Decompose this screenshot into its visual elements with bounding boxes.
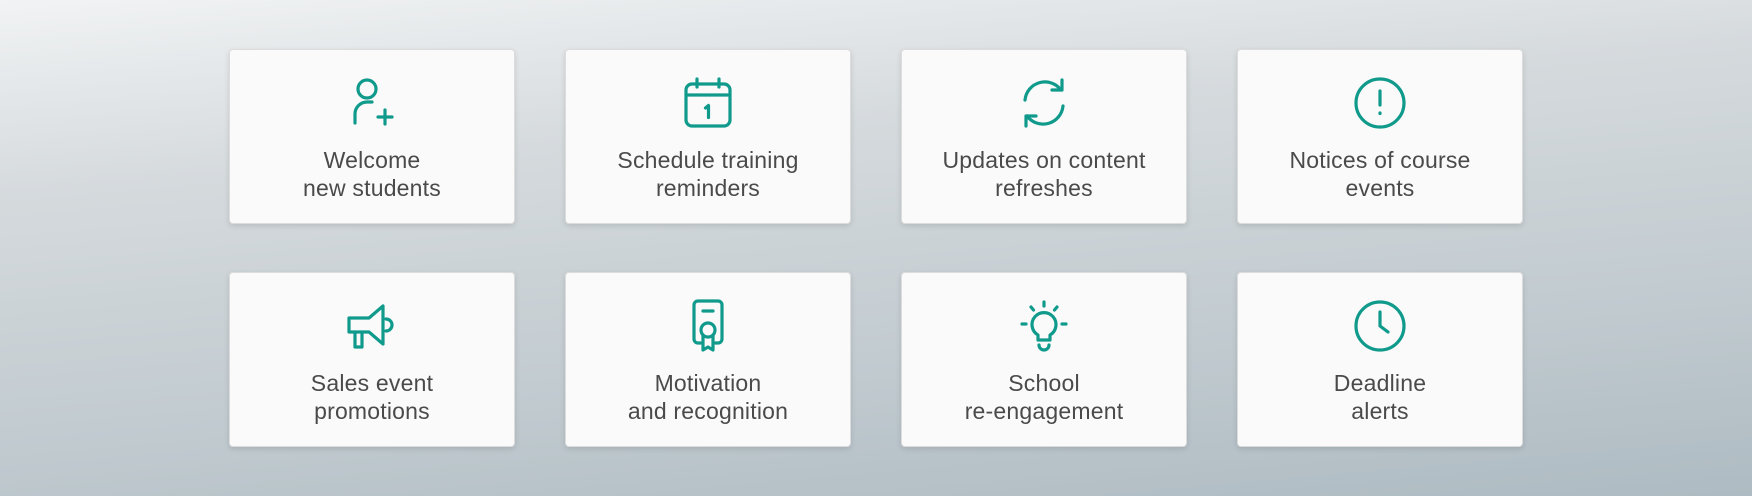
certificate-icon bbox=[681, 299, 735, 353]
card-label: Deadline alerts bbox=[1333, 370, 1427, 424]
card-label: School re-engagement bbox=[964, 370, 1124, 424]
alert-circle-icon bbox=[1353, 76, 1407, 130]
card-label: Sales event promotions bbox=[310, 370, 434, 424]
megaphone-icon bbox=[345, 299, 399, 353]
card-sales-event-promotions[interactable]: Sales event promotions bbox=[229, 272, 515, 447]
refresh-icon bbox=[1017, 76, 1071, 130]
calendar-icon bbox=[681, 76, 735, 130]
card-label: Schedule training reminders bbox=[617, 147, 799, 201]
lightbulb-icon bbox=[1017, 299, 1071, 353]
card-label: Notices of course events bbox=[1289, 147, 1471, 201]
feature-grid: Welcome new students Schedule training r… bbox=[229, 49, 1523, 447]
card-label: Welcome new students bbox=[303, 147, 441, 201]
user-plus-icon bbox=[345, 76, 399, 130]
clock-icon bbox=[1353, 299, 1407, 353]
card-deadline-alerts[interactable]: Deadline alerts bbox=[1237, 272, 1523, 447]
card-welcome-new-students[interactable]: Welcome new students bbox=[229, 49, 515, 224]
card-notices-of-course-events[interactable]: Notices of course events bbox=[1237, 49, 1523, 224]
card-schedule-training-reminders[interactable]: Schedule training reminders bbox=[565, 49, 851, 224]
card-label: Motivation and recognition bbox=[627, 370, 789, 424]
card-label: Updates on content refreshes bbox=[942, 147, 1146, 201]
card-school-re-engagement[interactable]: School re-engagement bbox=[901, 272, 1187, 447]
card-motivation-and-recognition[interactable]: Motivation and recognition bbox=[565, 272, 851, 447]
card-updates-on-content-refreshes[interactable]: Updates on content refreshes bbox=[901, 49, 1187, 224]
